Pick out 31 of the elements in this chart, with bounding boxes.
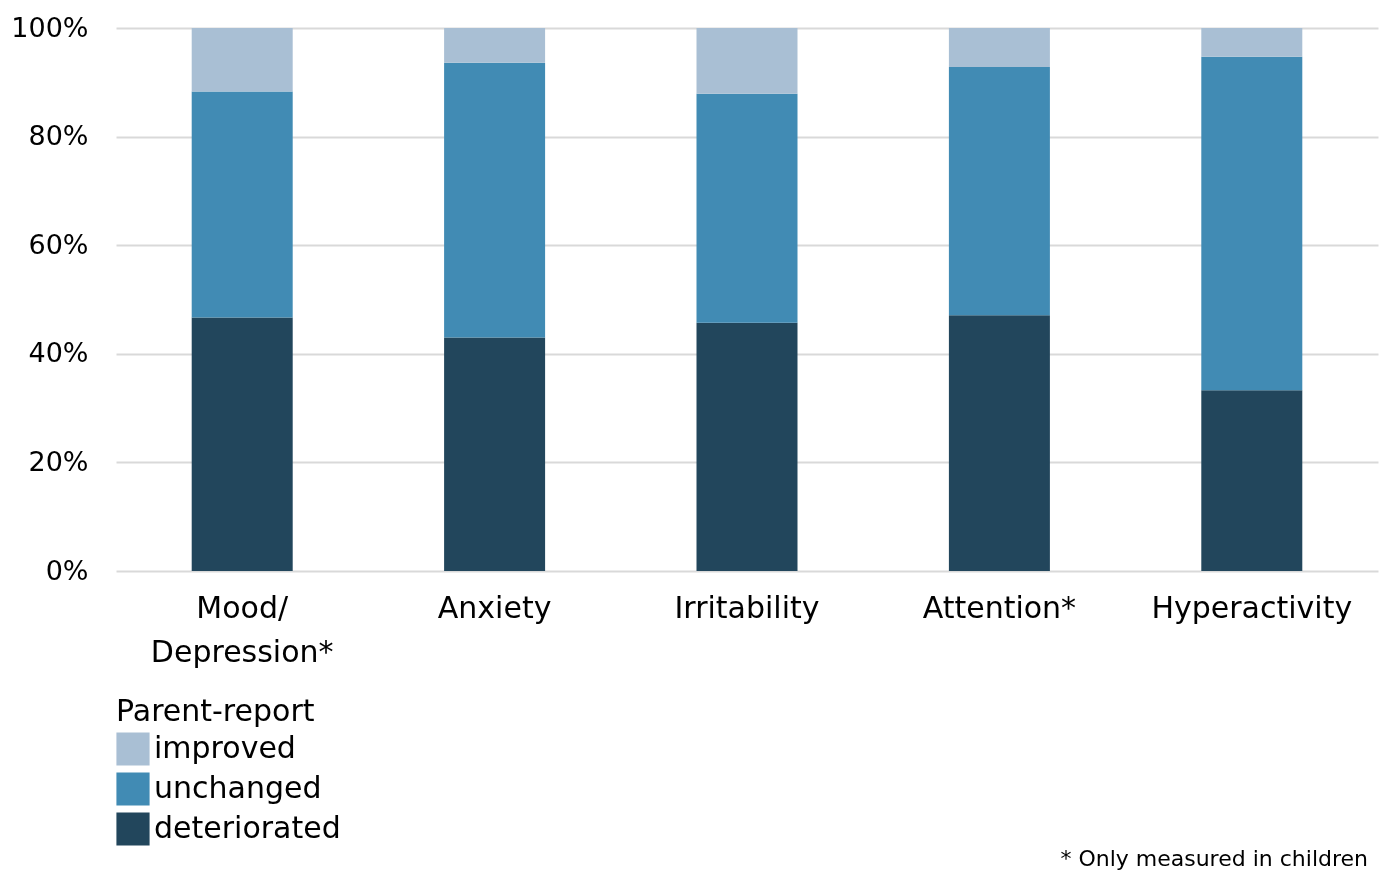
bar: [1201, 56, 1303, 391]
bar: [191, 317, 293, 571]
x-tick-label: Irritability: [674, 589, 820, 625]
x-tick-label: Mood/ Depression*: [150, 589, 334, 669]
bar: [696, 93, 798, 323]
y-tick-label: 60%: [28, 228, 89, 260]
bar: [191, 28, 293, 92]
bar: [696, 28, 798, 94]
bar: [444, 28, 546, 63]
bar: [1201, 28, 1303, 57]
text: * Only measured in children: [1060, 846, 1368, 871]
legend-label: unchanged: [154, 770, 322, 805]
x-tick-label: Anxiety: [437, 589, 552, 625]
y-tick-label: 0%: [45, 554, 89, 586]
bar: [696, 322, 798, 571]
y-tick-label: 40%: [28, 337, 89, 369]
legend-label: deteriorated: [154, 810, 341, 845]
y-tick-label: 100%: [11, 11, 89, 43]
legend-label: improved: [154, 730, 296, 765]
legend-title: Parent-report: [116, 693, 315, 728]
bar: [1201, 390, 1303, 571]
bar: [948, 315, 1050, 571]
bar: [444, 62, 546, 338]
bar: [191, 91, 293, 318]
bar: [444, 337, 546, 571]
y-tick-label: 20%: [28, 445, 89, 477]
x-tick-label: Hyperactivity: [1151, 589, 1353, 625]
y-tick-label: 80%: [28, 120, 89, 152]
x-tick-label: Attention*: [922, 589, 1077, 625]
bar: [948, 67, 1050, 316]
bar: [948, 28, 1050, 68]
